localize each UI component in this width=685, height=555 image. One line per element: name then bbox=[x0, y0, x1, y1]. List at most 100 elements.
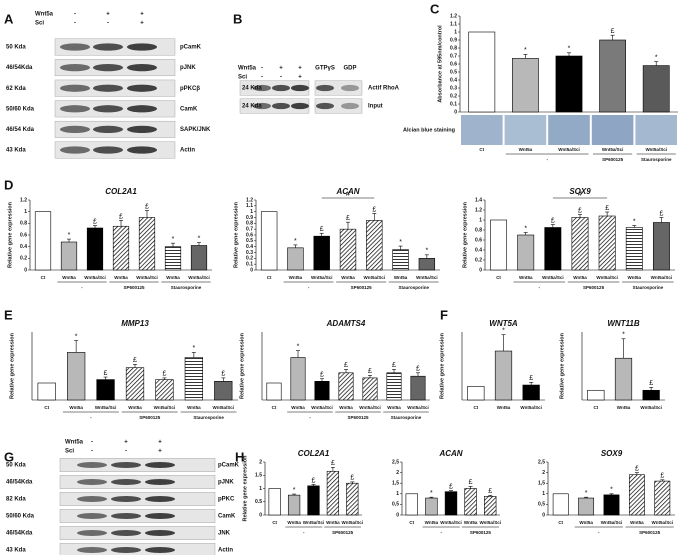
y-tick-label: 0.2 bbox=[450, 93, 457, 99]
significance-marker: * bbox=[293, 487, 296, 494]
bar bbox=[599, 39, 626, 113]
significance-marker: £ bbox=[488, 488, 492, 495]
significance-marker: £ bbox=[368, 368, 372, 375]
treatment-label: Sci bbox=[238, 75, 247, 81]
significance-marker: * bbox=[399, 239, 402, 246]
protein-name: SAPK/JNK bbox=[180, 127, 211, 133]
group-label: - bbox=[539, 285, 541, 290]
significance-marker: £ bbox=[449, 483, 453, 490]
chart-title: COL2A1 bbox=[298, 449, 330, 458]
x-tick-label: Wnt5a bbox=[289, 275, 303, 280]
bar bbox=[410, 375, 426, 401]
x-tick-label: Wnt5a/Sci bbox=[651, 275, 673, 280]
x-tick-label: Wnt5a/Sci bbox=[520, 405, 542, 410]
bar bbox=[287, 494, 301, 516]
bar bbox=[190, 245, 208, 271]
chart-title: SOX9 bbox=[569, 187, 591, 196]
blot-band bbox=[316, 102, 334, 110]
blot-band bbox=[93, 84, 123, 92]
chart-title: SOX9 bbox=[601, 449, 623, 458]
y-tick-label: 0.8 bbox=[246, 221, 253, 227]
x-tick-label: Wnt5a/Sci bbox=[311, 405, 333, 410]
bar bbox=[290, 357, 306, 401]
y-tick-label: 0.3 bbox=[450, 85, 457, 91]
blot-band bbox=[291, 102, 309, 110]
blot-band bbox=[253, 102, 271, 110]
y-tick-label: 1.2 bbox=[475, 207, 482, 213]
significance-marker: £ bbox=[350, 475, 354, 482]
significance-marker: * bbox=[75, 333, 78, 340]
protein-name: pCamK bbox=[180, 45, 202, 51]
y-tick-label: 2 bbox=[396, 470, 399, 476]
blot-band bbox=[111, 530, 141, 536]
protein-name: Actin bbox=[180, 148, 195, 154]
treatment-sign: + bbox=[298, 66, 302, 72]
significance-marker: £ bbox=[331, 460, 335, 467]
x-tick-label: Wnt5a bbox=[630, 520, 644, 525]
bar bbox=[512, 58, 539, 113]
panel-label: E bbox=[4, 307, 13, 322]
x-tick-label: Wnt5a/Sci bbox=[640, 405, 662, 410]
blot-band bbox=[60, 84, 90, 92]
group-label: SP600125 bbox=[332, 530, 354, 535]
significance-marker: £ bbox=[649, 380, 653, 387]
bar bbox=[37, 382, 56, 401]
significance-marker: * bbox=[294, 238, 297, 245]
y-axis-label: Relative gene expression bbox=[559, 332, 565, 399]
treatment-sign: + bbox=[106, 12, 110, 18]
group-label: SP600125 bbox=[602, 157, 624, 162]
group-label: SP600125 bbox=[351, 285, 373, 290]
molecular-weight: 62 Kda bbox=[6, 86, 26, 92]
blot-band bbox=[77, 513, 107, 519]
bar bbox=[386, 372, 402, 401]
x-tick-label: Wnt5a/Sci bbox=[542, 275, 564, 280]
blot-band bbox=[77, 462, 107, 468]
y-tick-label: 1.4 bbox=[475, 197, 482, 203]
x-tick-label: Wnt5a/Sci bbox=[84, 275, 106, 280]
bar bbox=[366, 220, 383, 271]
y-tick-label: 0 bbox=[250, 267, 253, 273]
x-tick-label: Wnt5a bbox=[579, 520, 593, 525]
x-tick-label: Ct bbox=[41, 275, 46, 280]
x-tick-label: Wnt5a/Sci bbox=[95, 405, 117, 410]
x-tick-label: Wnt5a bbox=[519, 147, 533, 152]
blot-band bbox=[341, 102, 359, 110]
significance-marker: * bbox=[610, 487, 613, 494]
y-tick-label: 0 bbox=[396, 512, 399, 518]
significance-marker: * bbox=[172, 236, 175, 243]
panel-label: B bbox=[233, 11, 242, 26]
blot-band bbox=[93, 43, 123, 51]
y-tick-label: 0.1 bbox=[450, 101, 457, 107]
molecular-weight: 50 Kda bbox=[6, 463, 26, 469]
bar bbox=[266, 382, 282, 401]
bar bbox=[339, 228, 357, 271]
treatment-sign: + bbox=[158, 449, 162, 455]
staining-image bbox=[548, 115, 590, 145]
panel-label: A bbox=[4, 11, 14, 26]
x-tick-label: Wnt5a/Sci bbox=[364, 275, 386, 280]
y-tick-label: 0.7 bbox=[450, 53, 457, 59]
x-tick-label: Wnt5a/Sci bbox=[154, 405, 176, 410]
molecular-weight: 46/54Kda bbox=[6, 65, 33, 71]
y-tick-label: 0,5 bbox=[538, 502, 545, 508]
significance-marker: £ bbox=[312, 477, 316, 484]
bar bbox=[34, 211, 52, 271]
treatment-sign: - bbox=[91, 440, 93, 446]
significance-marker: * bbox=[192, 345, 195, 352]
molecular-weight: 46/54 Kda bbox=[6, 127, 35, 133]
protein-name: pCamK bbox=[218, 463, 240, 469]
protein-name: CamK bbox=[180, 106, 198, 112]
bar bbox=[326, 470, 340, 516]
bar bbox=[425, 497, 438, 516]
group-label: Staurosporine bbox=[391, 415, 422, 420]
staining-image bbox=[635, 115, 677, 145]
blot-band bbox=[127, 43, 157, 51]
bar bbox=[587, 389, 605, 401]
y-tick-label: 1 bbox=[24, 209, 27, 215]
y-tick-label: 1.2 bbox=[20, 197, 27, 203]
x-tick-label: Wnt5a bbox=[69, 405, 83, 410]
blot-band bbox=[127, 63, 157, 72]
y-tick-label: 2,5 bbox=[392, 459, 399, 465]
group-label: - bbox=[309, 415, 311, 420]
